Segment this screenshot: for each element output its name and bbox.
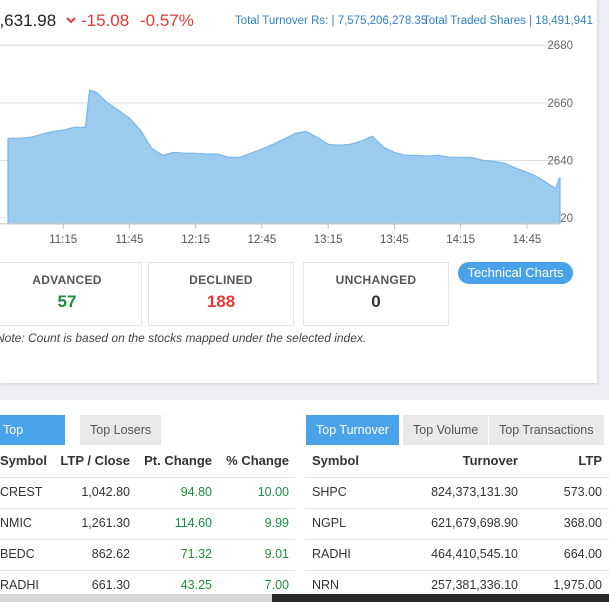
table-cell: 664.00: [563, 547, 602, 561]
declined-box: DECLINED 188: [148, 262, 294, 326]
table-cell: NMIC: [0, 516, 32, 530]
technical-charts-button[interactable]: Technical Charts: [458, 262, 573, 284]
table-cell: 862.62: [91, 547, 130, 561]
x-tick-label: 14:15: [446, 234, 475, 246]
down-arrow-icon: [66, 17, 76, 24]
column-header: % Change: [226, 453, 289, 468]
tab[interactable]: Top Turnover: [306, 415, 399, 445]
column-header: Symbol: [0, 453, 47, 468]
row-rule: [305, 570, 609, 571]
x-tick-label: 12:15: [181, 234, 210, 246]
index-panel: 2,631.98 -15.08 -0.57% Total Turnover Rs…: [0, 0, 597, 383]
table-cell: 621,679,698.90: [431, 516, 518, 530]
unchanged-box: UNCHANGED 0: [303, 262, 449, 326]
table-cell: 94.80: [180, 485, 212, 499]
table-cell: 824,373,131.30: [431, 485, 518, 499]
table-cell: 1,261.30: [81, 516, 130, 530]
table-cell: RADHI: [0, 578, 39, 592]
table-cell: CREST: [0, 485, 43, 499]
note: Note: Count is based on the stocks mappe…: [0, 331, 367, 345]
summary-value: 0: [371, 292, 381, 311]
x-tick-label: 12:45: [248, 234, 277, 246]
column-header: Turnover: [462, 453, 518, 468]
table-cell: BEDC: [0, 547, 35, 561]
y-tick-label: 2680: [547, 40, 573, 52]
table-cell: 43.25: [180, 578, 212, 592]
table-cell: 464,410,545.10: [431, 547, 518, 561]
tab[interactable]: Top Losers: [80, 415, 162, 445]
tab[interactable]: Top Gainers: [0, 415, 65, 467]
table-cell: 9.01: [264, 547, 289, 561]
row-rule: [305, 477, 609, 478]
table-cell: 1,042.80: [81, 485, 130, 499]
table-cell: 7.00: [264, 578, 289, 592]
table-cell: NRN: [312, 578, 340, 592]
y-tick-label: 2640: [547, 155, 573, 167]
table-cell: 661.30: [91, 578, 130, 592]
row-rule: [0, 570, 295, 571]
total-traded-shares: Total Traded Shares | 18,491,941: [423, 15, 593, 27]
column-header: LTP / Close: [60, 453, 130, 468]
column-header: Pt. Change: [144, 453, 212, 468]
x-tick-label: 13:15: [314, 234, 343, 246]
table-cell: SHPC: [312, 485, 347, 499]
row-rule: [0, 508, 295, 509]
summary-label: ADVANCED: [32, 273, 102, 287]
row-rule: [305, 508, 609, 509]
y-tick-label: 2660: [547, 98, 573, 110]
table-cell: 9.99: [264, 516, 289, 530]
x-tick-label: 14:45: [512, 234, 541, 246]
table-cell: RADHI: [312, 547, 351, 561]
summary-label: UNCHANGED: [335, 273, 417, 287]
x-tick-label: 13:45: [380, 234, 409, 246]
summary-value: 57: [57, 292, 77, 311]
summary-value: 188: [206, 292, 236, 311]
total-turnover: Total Turnover Rs: | 7,575,206,278.35: [235, 15, 428, 27]
table-cell: 1,975.00: [553, 578, 602, 592]
table-cell: 368.00: [563, 516, 602, 530]
table-cell: 257,381,336.10: [431, 578, 518, 592]
tab[interactable]: Top Volume: [403, 415, 489, 445]
area: [7, 89, 561, 225]
advanced-box: ADVANCED 57: [0, 262, 142, 326]
row-rule: [0, 477, 295, 478]
x-tick-label: 11:15: [49, 234, 77, 246]
tab[interactable]: Top Transactions: [489, 415, 604, 445]
column-header: Symbol: [312, 453, 359, 468]
summary-label: DECLINED: [189, 273, 253, 287]
table-cell: 10.00: [257, 485, 289, 499]
table-cell: 114.60: [174, 516, 212, 530]
table-cell: NGPL: [312, 516, 347, 530]
index-percent-change: -0.57%: [140, 11, 194, 30]
index-value: 2,631.98: [0, 11, 57, 30]
chart: 262026402660268011:1511:4512:1512:4513:1…: [0, 40, 573, 246]
x-tick-label: 11:45: [115, 234, 143, 246]
tables-panel: Top Gainers Top Losers Top Turnover Top …: [0, 400, 609, 602]
row-rule: [305, 539, 609, 540]
index-change: -15.08: [81, 11, 130, 30]
table-cell: 573.00: [563, 485, 602, 499]
bottom-overlay: [272, 594, 609, 602]
table-cell: 71.32: [180, 547, 212, 561]
row-rule: [0, 539, 295, 540]
column-header: LTP: [578, 453, 602, 468]
